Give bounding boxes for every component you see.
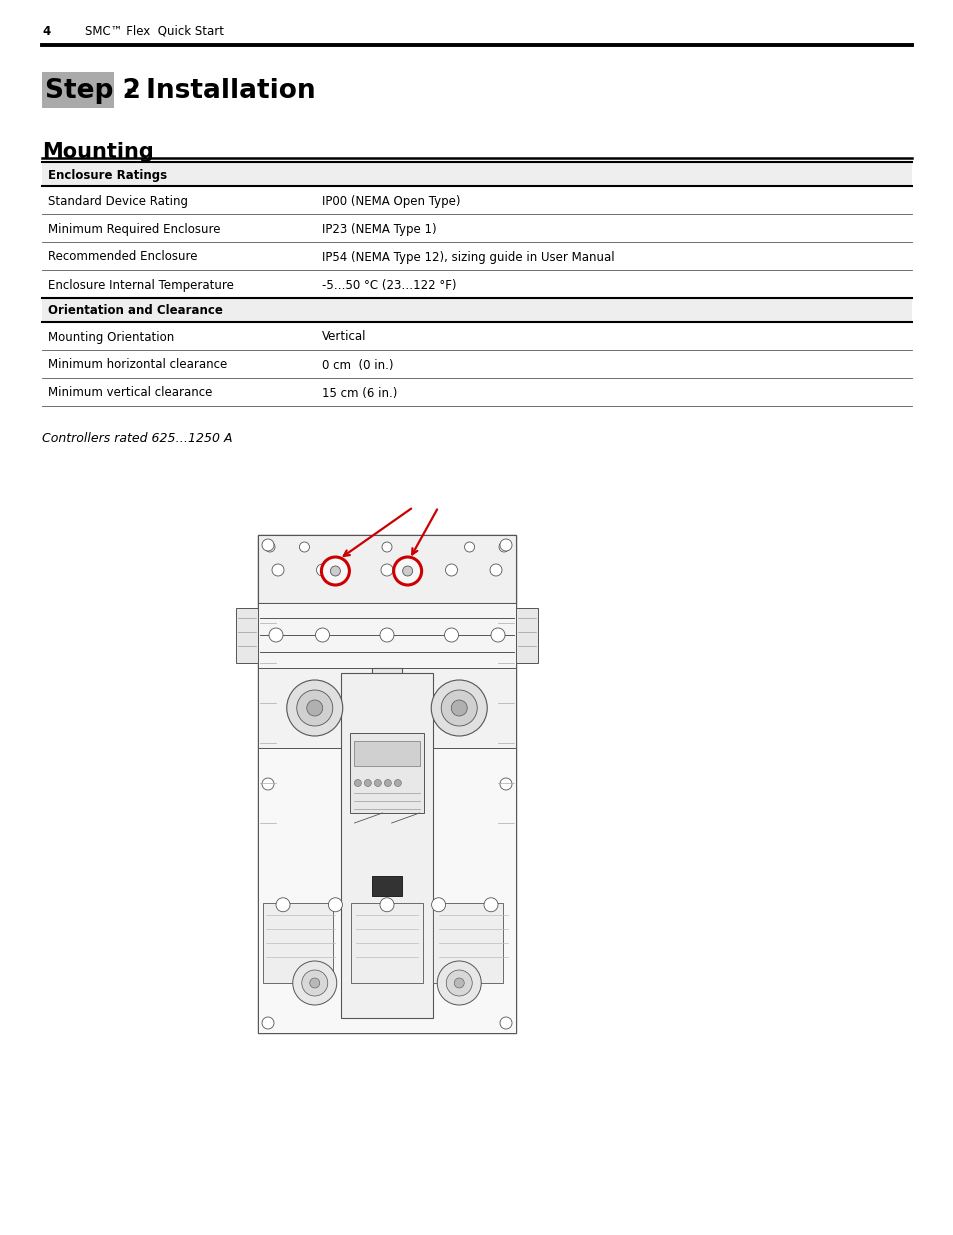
Text: Vertical: Vertical (322, 331, 366, 343)
Text: Enclosure Ratings: Enclosure Ratings (48, 168, 167, 182)
Circle shape (364, 779, 371, 787)
Circle shape (321, 557, 349, 585)
Circle shape (310, 978, 319, 988)
Circle shape (499, 778, 512, 790)
Text: Minimum vertical clearance: Minimum vertical clearance (48, 387, 213, 399)
Circle shape (454, 978, 464, 988)
Circle shape (299, 542, 309, 552)
Circle shape (431, 898, 445, 911)
Bar (257, 535, 516, 1032)
Circle shape (262, 1016, 274, 1029)
Bar (257, 748, 516, 1032)
Bar (350, 734, 424, 813)
Circle shape (464, 542, 474, 552)
Circle shape (379, 629, 394, 642)
Circle shape (287, 680, 342, 736)
Circle shape (499, 538, 512, 551)
Bar (371, 877, 402, 897)
Text: IP54 (NEMA Type 12), sizing guide in User Manual: IP54 (NEMA Type 12), sizing guide in Use… (322, 251, 614, 263)
Circle shape (307, 700, 322, 716)
Text: - Installation: - Installation (117, 78, 315, 104)
Bar (433, 903, 502, 983)
Circle shape (490, 564, 501, 576)
Text: Controllers rated 625…1250 A: Controllers rated 625…1250 A (42, 431, 233, 445)
Text: IP00 (NEMA Open Type): IP00 (NEMA Open Type) (322, 194, 460, 207)
Circle shape (436, 961, 480, 1005)
Circle shape (379, 898, 394, 911)
Circle shape (402, 566, 413, 576)
Text: Minimum Required Enclosure: Minimum Required Enclosure (48, 222, 220, 236)
Circle shape (315, 629, 329, 642)
Bar (354, 741, 419, 766)
Text: Enclosure Internal Temperature: Enclosure Internal Temperature (48, 279, 233, 291)
Text: Minimum horizontal clearance: Minimum horizontal clearance (48, 358, 227, 372)
Bar (257, 603, 516, 668)
Bar (516, 608, 537, 663)
Text: Standard Device Rating: Standard Device Rating (48, 194, 188, 207)
Circle shape (381, 542, 392, 552)
Circle shape (451, 700, 467, 716)
Circle shape (431, 680, 487, 736)
Text: IP23 (NEMA Type 1): IP23 (NEMA Type 1) (322, 222, 436, 236)
Text: Orientation and Clearance: Orientation and Clearance (48, 305, 223, 317)
Text: Step 2: Step 2 (45, 78, 141, 104)
Circle shape (394, 779, 401, 787)
Bar (371, 668, 402, 1023)
Bar (263, 903, 333, 983)
Circle shape (316, 564, 328, 576)
Circle shape (498, 542, 509, 552)
Text: SMC™ Flex  Quick Start: SMC™ Flex Quick Start (85, 25, 224, 38)
Circle shape (483, 898, 497, 911)
Text: -5…50 °C (23…122 °F): -5…50 °C (23…122 °F) (322, 279, 456, 291)
Bar (340, 673, 433, 1018)
Text: 15 cm (6 in.): 15 cm (6 in.) (322, 387, 397, 399)
Bar (42, 162, 911, 186)
Circle shape (301, 969, 328, 995)
Circle shape (499, 1016, 512, 1029)
Text: Mounting: Mounting (42, 142, 153, 162)
Circle shape (374, 779, 381, 787)
Circle shape (394, 557, 421, 585)
Circle shape (275, 898, 290, 911)
Circle shape (330, 566, 340, 576)
Bar (235, 608, 257, 663)
Bar (351, 903, 423, 983)
Circle shape (446, 969, 472, 995)
Circle shape (354, 779, 361, 787)
Circle shape (444, 629, 458, 642)
Circle shape (272, 564, 284, 576)
Circle shape (384, 779, 391, 787)
Circle shape (445, 564, 457, 576)
Bar (257, 535, 516, 603)
Text: Mounting Orientation: Mounting Orientation (48, 331, 174, 343)
Bar (42, 72, 113, 107)
Bar (42, 298, 911, 322)
Circle shape (296, 690, 333, 726)
Text: 0 cm  (0 in.): 0 cm (0 in.) (322, 358, 394, 372)
Circle shape (328, 898, 342, 911)
Bar (257, 668, 516, 748)
Circle shape (491, 629, 504, 642)
Text: 4: 4 (42, 25, 51, 38)
Circle shape (262, 778, 274, 790)
Circle shape (269, 629, 283, 642)
Circle shape (293, 961, 336, 1005)
Text: Recommended Enclosure: Recommended Enclosure (48, 251, 197, 263)
Circle shape (265, 542, 274, 552)
Circle shape (262, 538, 274, 551)
Circle shape (441, 690, 476, 726)
Circle shape (380, 564, 393, 576)
